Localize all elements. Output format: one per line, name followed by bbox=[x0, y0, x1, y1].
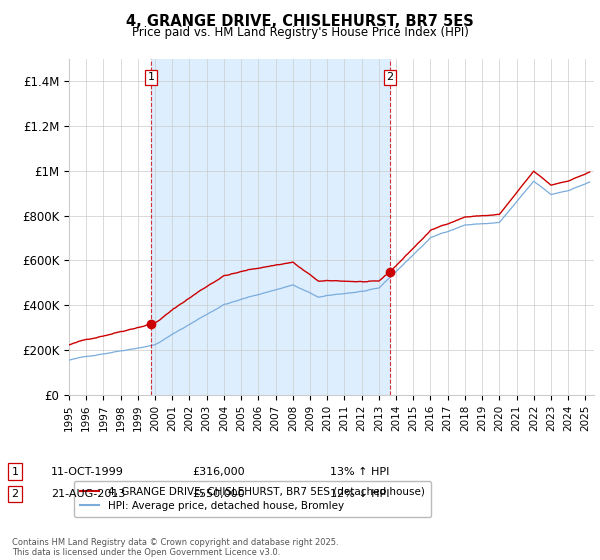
Legend: 4, GRANGE DRIVE, CHISLEHURST, BR7 5ES (detached house), HPI: Average price, deta: 4, GRANGE DRIVE, CHISLEHURST, BR7 5ES (d… bbox=[74, 480, 431, 517]
Text: £550,000: £550,000 bbox=[192, 489, 245, 499]
Text: 12% ↓ HPI: 12% ↓ HPI bbox=[330, 489, 389, 499]
Text: 1: 1 bbox=[11, 466, 19, 477]
Text: £316,000: £316,000 bbox=[192, 466, 245, 477]
Text: 11-OCT-1999: 11-OCT-1999 bbox=[51, 466, 124, 477]
Text: 13% ↑ HPI: 13% ↑ HPI bbox=[330, 466, 389, 477]
Bar bbox=[151, 59, 390, 395]
Text: 4, GRANGE DRIVE, CHISLEHURST, BR7 5ES: 4, GRANGE DRIVE, CHISLEHURST, BR7 5ES bbox=[126, 14, 474, 29]
Text: 2: 2 bbox=[11, 489, 19, 499]
Text: 1: 1 bbox=[148, 72, 155, 82]
Text: Price paid vs. HM Land Registry's House Price Index (HPI): Price paid vs. HM Land Registry's House … bbox=[131, 26, 469, 39]
Text: 2: 2 bbox=[386, 72, 394, 82]
Text: 21-AUG-2013: 21-AUG-2013 bbox=[51, 489, 125, 499]
Text: Contains HM Land Registry data © Crown copyright and database right 2025.
This d: Contains HM Land Registry data © Crown c… bbox=[12, 538, 338, 557]
